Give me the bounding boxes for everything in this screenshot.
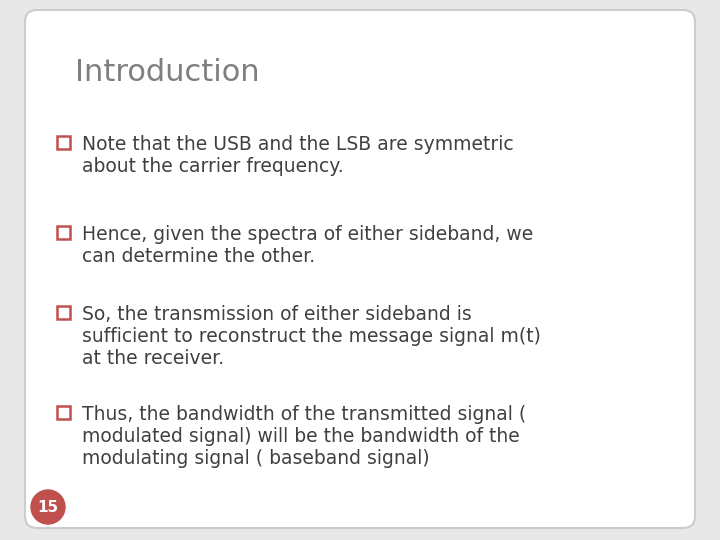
Text: Introduction: Introduction — [75, 58, 260, 87]
Bar — [57, 306, 70, 319]
Text: Thus, the bandwidth of the transmitted signal (: Thus, the bandwidth of the transmitted s… — [82, 405, 526, 424]
Bar — [57, 406, 70, 419]
Text: So, the transmission of either sideband is: So, the transmission of either sideband … — [82, 305, 472, 324]
Text: can determine the other.: can determine the other. — [82, 247, 315, 266]
Bar — [57, 136, 70, 149]
Text: modulated signal) will be the bandwidth of the: modulated signal) will be the bandwidth … — [82, 427, 520, 446]
Bar — [57, 226, 70, 239]
Text: 15: 15 — [37, 501, 58, 516]
Text: at the receiver.: at the receiver. — [82, 349, 224, 368]
Text: modulating signal ( baseband signal): modulating signal ( baseband signal) — [82, 449, 430, 468]
Text: about the carrier frequency.: about the carrier frequency. — [82, 157, 343, 176]
FancyBboxPatch shape — [25, 10, 695, 528]
Circle shape — [31, 490, 65, 524]
Text: sufficient to reconstruct the message signal m(t): sufficient to reconstruct the message si… — [82, 327, 541, 346]
Text: Hence, given the spectra of either sideband, we: Hence, given the spectra of either sideb… — [82, 225, 534, 244]
Text: Note that the USB and the LSB are symmetric: Note that the USB and the LSB are symmet… — [82, 135, 513, 154]
